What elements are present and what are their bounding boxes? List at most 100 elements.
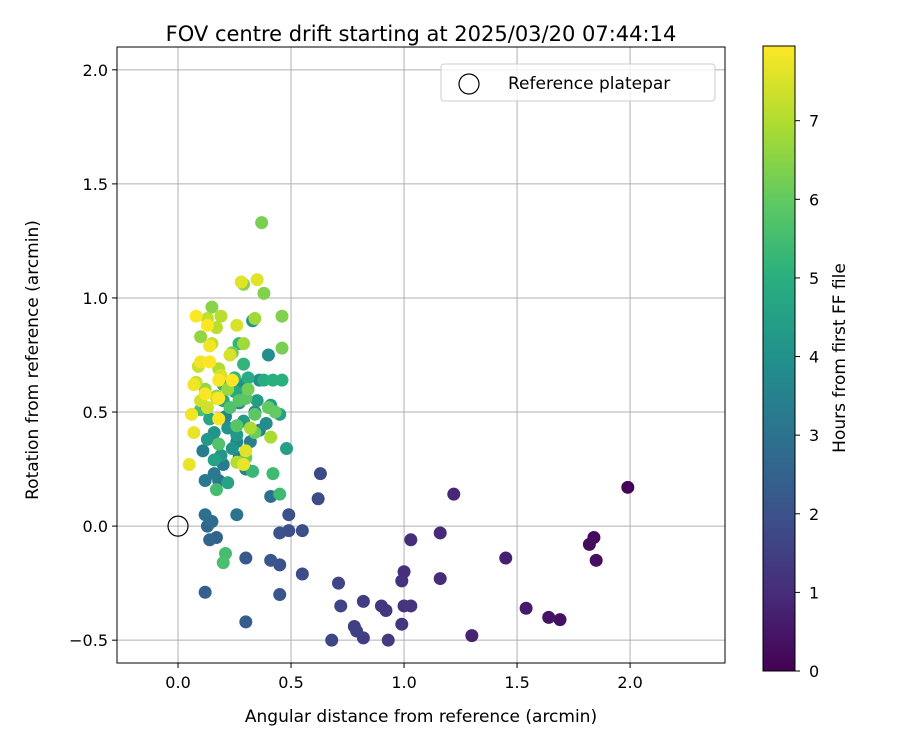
data-point (203, 339, 217, 353)
data-point (196, 444, 210, 458)
data-point (313, 467, 327, 481)
data-point (280, 442, 294, 456)
data-point (212, 412, 226, 426)
data-point (187, 378, 201, 392)
data-point (255, 216, 269, 230)
x-axis-label: Angular distance from reference (arcmin) (245, 707, 597, 727)
data-point (194, 355, 208, 369)
y-tick-label: 0.5 (83, 403, 108, 422)
data-point (237, 337, 251, 351)
data-point (234, 275, 248, 289)
data-points (182, 216, 635, 647)
y-tick-label: −0.5 (69, 631, 108, 650)
colorbar-tick-label: 7 (809, 112, 819, 131)
data-point (216, 556, 230, 570)
data-point (553, 613, 567, 627)
data-point (395, 617, 409, 631)
data-point (621, 480, 635, 494)
x-tick-label: 1.0 (391, 673, 416, 692)
data-point (499, 551, 513, 565)
data-point (273, 487, 287, 501)
data-point (248, 311, 262, 325)
data-point (259, 416, 273, 430)
x-tick-label: 1.5 (504, 673, 529, 692)
data-point (203, 355, 217, 369)
reference-marker-group (167, 515, 189, 537)
data-point (264, 430, 278, 444)
data-point (243, 421, 257, 435)
data-point (200, 400, 214, 414)
y-tick-label: 0.0 (83, 517, 108, 536)
data-point (266, 467, 280, 481)
data-point (182, 458, 196, 472)
data-point (239, 551, 253, 565)
data-point (212, 373, 226, 387)
data-point (257, 373, 271, 387)
data-point (395, 574, 409, 588)
y-tick-label: 2.0 (83, 61, 108, 80)
colorbar (762, 45, 796, 672)
data-point (433, 572, 447, 586)
data-point (404, 533, 418, 547)
colorbar-tick-label: 5 (809, 269, 819, 288)
data-point (295, 524, 309, 538)
data-point (350, 624, 364, 638)
data-point (205, 300, 219, 314)
data-point (465, 629, 479, 643)
x-tick-label: 0.0 (165, 673, 190, 692)
y-tick-label: 1.0 (83, 289, 108, 308)
data-point (268, 405, 282, 419)
data-point (198, 585, 212, 599)
data-point (225, 373, 239, 387)
data-point (275, 373, 289, 387)
colorbar-tick-label: 6 (809, 190, 819, 209)
data-point (433, 526, 447, 540)
reference-platepar-marker (167, 515, 189, 537)
data-point (275, 341, 289, 355)
x-tick-label: 0.5 (278, 673, 303, 692)
data-point (248, 407, 262, 421)
data-point (250, 394, 264, 408)
data-point (230, 428, 244, 442)
data-point (230, 508, 244, 522)
data-point (187, 426, 201, 440)
data-point (397, 599, 411, 613)
data-point (207, 467, 221, 481)
data-point (221, 476, 235, 490)
data-point (214, 309, 228, 323)
data-point (207, 453, 221, 467)
data-point (250, 273, 264, 287)
data-point (237, 458, 251, 472)
data-point (273, 588, 287, 602)
data-point (223, 348, 237, 362)
data-point (203, 412, 217, 426)
y-axis-label: Rotation from reference (arcmin) (23, 220, 43, 500)
data-point (198, 508, 212, 522)
data-point (264, 553, 278, 567)
data-point (200, 432, 214, 446)
data-point (257, 286, 271, 300)
colorbar-tick-label: 0 (809, 662, 819, 681)
data-point (230, 419, 244, 433)
data-point (542, 610, 556, 624)
colorbar-tick-label: 1 (809, 583, 819, 602)
data-point (325, 633, 339, 647)
data-point (261, 348, 275, 362)
colorbar-tick-label: 3 (809, 426, 819, 445)
colorbar-tick-label: 4 (809, 348, 819, 367)
data-point (203, 533, 217, 547)
data-point (246, 464, 260, 478)
data-point (225, 442, 239, 456)
legend: Reference platepar (440, 63, 716, 102)
data-point (241, 382, 255, 396)
colorbar-tick-label: 2 (809, 505, 819, 524)
data-point (198, 387, 212, 401)
data-point (311, 492, 325, 506)
data-point (223, 400, 237, 414)
data-point (447, 487, 461, 501)
data-point (582, 537, 596, 551)
data-point (356, 594, 370, 608)
x-tick-label: 2.0 (617, 673, 642, 692)
data-point (212, 391, 226, 405)
data-point (212, 437, 226, 451)
